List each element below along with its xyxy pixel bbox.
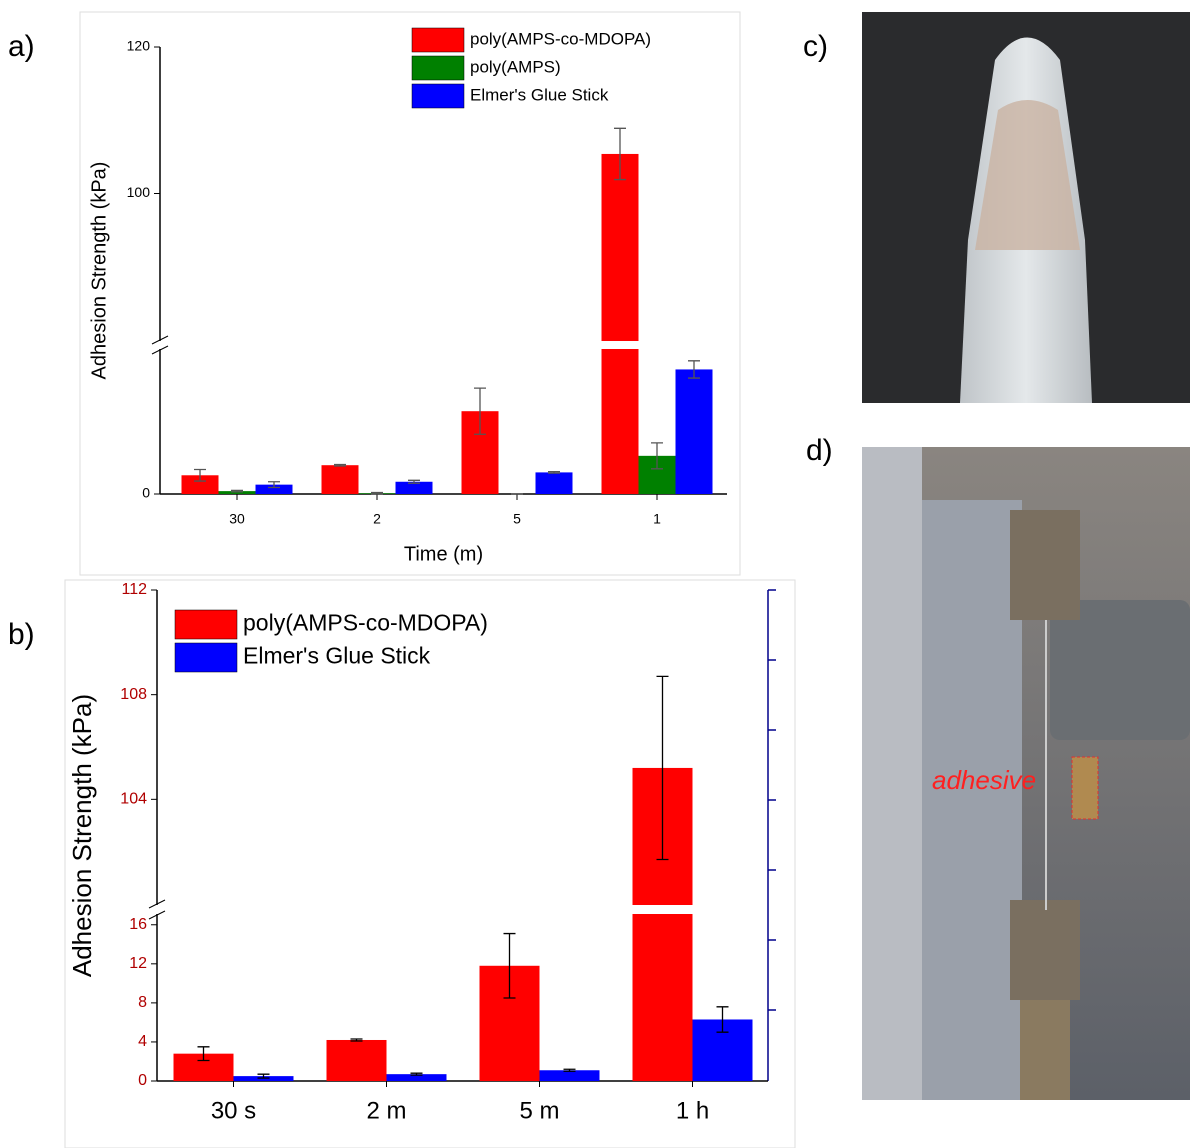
- legend-label: poly(AMPS-co-MDOPA): [243, 610, 488, 636]
- error-bar: [268, 481, 280, 489]
- error-bar: [503, 932, 516, 999]
- panel-frame: [79, 11, 741, 576]
- x-tick-label: 2: [373, 511, 381, 527]
- legend-swatch: [411, 83, 465, 109]
- axis-break-mark: [151, 335, 169, 345]
- axis-break-mark: [148, 910, 166, 920]
- bar: [386, 1074, 447, 1081]
- error-bar: [651, 442, 663, 470]
- bar: [181, 475, 219, 494]
- error-bar: [563, 1068, 576, 1072]
- y-tick-label: 8: [138, 994, 147, 1011]
- x-tick-label: 5: [513, 511, 521, 527]
- x-tick-label: 5 m: [519, 1097, 559, 1124]
- y-tick-label: 12: [129, 955, 147, 972]
- panel-label: a): [8, 30, 35, 63]
- y-tick-label: 104: [120, 791, 147, 808]
- error-bar: [410, 1072, 423, 1076]
- error-bar: [548, 471, 560, 474]
- x-tick-label: 30: [229, 511, 245, 527]
- bar: [601, 153, 639, 494]
- bar-break: [630, 905, 695, 914]
- y-tick-label: 0: [138, 1072, 147, 1089]
- error-bar: [334, 463, 346, 467]
- bar: [535, 472, 573, 494]
- panel-label: b): [8, 618, 35, 651]
- error-bar: [614, 127, 626, 181]
- bar: [321, 465, 359, 494]
- bar: [395, 481, 433, 494]
- error-bar: [350, 1038, 363, 1042]
- panel-label: c): [803, 30, 828, 63]
- x-tick-label: 1 h: [676, 1097, 709, 1124]
- error-bar: [371, 491, 383, 495]
- error-bar: [688, 360, 700, 379]
- bar: [326, 1039, 387, 1081]
- y-tick-label: 16: [129, 916, 147, 933]
- error-bar: [474, 387, 486, 435]
- error-bar: [194, 468, 206, 482]
- legend-label: poly(AMPS): [470, 57, 561, 76]
- photo-annotation: adhesive: [932, 765, 1036, 795]
- error-bar: [716, 1006, 729, 1033]
- chart: 0 100 120 30 2 5 1 poly(AMPS-co-MDOPA) poly(AMPS…: [88, 27, 727, 565]
- photo-tube: [862, 12, 1190, 403]
- x-tick-label: 2 m: [366, 1097, 406, 1124]
- x-tick-label: 1: [653, 511, 661, 527]
- legend-label: Elmer's Glue Stick: [470, 85, 609, 104]
- legend-label: poly(AMPS-co-MDOPA): [470, 29, 651, 48]
- legend-label: Elmer's Glue Stick: [243, 643, 431, 669]
- chart: 0 4 8 12 16 104 108 112 30 s 2 m 5 m 1 h poly(AMPS-c…: [67, 581, 768, 1124]
- axis-break: [152, 341, 168, 349]
- right-axis: [767, 589, 776, 1081]
- error-bar: [197, 1046, 210, 1062]
- y-axis-label: Adhesion Strength (kPa): [67, 694, 97, 977]
- legend-swatch: [174, 609, 238, 640]
- axis-break-mark: [148, 899, 166, 909]
- y-tick-label: 0: [142, 485, 150, 501]
- axis-break: [149, 905, 165, 914]
- bar: [539, 1070, 600, 1081]
- error-bar: [231, 489, 243, 493]
- axis-break-mark: [151, 345, 169, 355]
- legend-swatch: [174, 642, 238, 673]
- y-tick-label: 108: [120, 686, 147, 703]
- panel-label: d): [806, 434, 833, 467]
- y-tick-label: 112: [121, 581, 147, 598]
- bar: [675, 369, 713, 494]
- error-bar: [408, 479, 420, 484]
- x-tick-label: 30 s: [211, 1097, 256, 1124]
- bar: [255, 484, 293, 494]
- error-bar: [656, 675, 669, 861]
- y-tick-label: 100: [127, 184, 151, 200]
- y-tick-label: 4: [138, 1033, 147, 1050]
- photo-tester: [862, 447, 1190, 1100]
- bar-break: [599, 341, 641, 349]
- bar: [218, 491, 256, 494]
- legend-swatch: [411, 55, 465, 81]
- y-tick-label: 120: [127, 38, 151, 54]
- panel-frame: [64, 579, 796, 1148]
- y-axis-label: Adhesion Strength (kPa): [88, 162, 110, 380]
- error-bar: [257, 1073, 270, 1079]
- legend-swatch: [411, 27, 465, 53]
- x-axis-label: Time (m): [404, 543, 483, 565]
